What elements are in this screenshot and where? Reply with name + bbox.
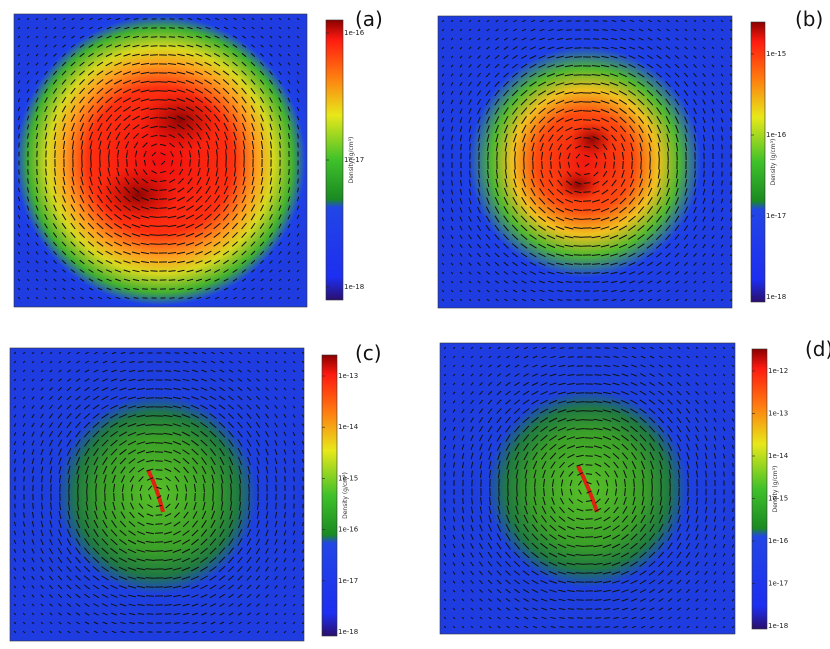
colorbar-tick-label: 1e-14: [768, 452, 789, 460]
panel-label: (b): [795, 7, 823, 31]
map-frame: [9, 347, 305, 642]
colorbar-tick-label: 1e-17: [766, 212, 786, 220]
colorbar-label: Density (g/cm³): [348, 137, 355, 184]
colorbar-tick-label: 1e-18: [344, 283, 364, 291]
panel-label: (a): [355, 7, 383, 31]
colorbar-tick-label: 1e-13: [768, 410, 788, 418]
density-filament: [146, 469, 165, 513]
colorbar-tick-label: 1e-17: [768, 580, 788, 588]
panel-label: (c): [355, 341, 382, 365]
velocity-arrows: [441, 19, 733, 302]
velocity-arrows: [13, 351, 305, 634]
velocity-arrows: [443, 346, 735, 629]
colorbar-tick-label: 1e-16: [338, 526, 359, 534]
colorbar: [321, 354, 338, 637]
density-map: [14, 14, 307, 307]
panel-label: (d): [805, 337, 830, 361]
colorbar-tick-label: 1e-12: [768, 367, 788, 375]
velocity-field: [9, 13, 736, 642]
map-frame: [439, 342, 736, 635]
colorbar-tick-label: 1e-15: [768, 495, 788, 503]
colorbar-tick-label: 1e-16: [766, 131, 787, 139]
density-filament: [576, 465, 599, 513]
colorbar-tick-label: 1e-17: [338, 577, 358, 585]
colorbar-tick-label: 1e-14: [338, 423, 359, 431]
colorbar-tick-label: 1e-16: [344, 29, 365, 37]
density-peak: [140, 90, 220, 150]
colorbar-tick-label: 1e-16: [768, 537, 789, 545]
density-peak: [556, 169, 600, 201]
colorbar: [751, 348, 768, 630]
colorbar-tick-label: 1e-17: [344, 156, 364, 164]
colorbar-label: Density (g/cm³): [342, 472, 349, 519]
colorbar-tick-label: 1e-15: [338, 474, 358, 482]
colorbars: 1e-16 1e-17 1e-18 Density (g/cm³) (a) 1e-15 1e…: [321, 7, 830, 637]
colorbar-label: Density (g/cm³): [770, 139, 777, 186]
colorbar-tick-label: 1e-15: [766, 50, 786, 58]
map-frame: [13, 13, 308, 308]
density-map: [438, 16, 732, 308]
colorbar-tick-label: 1e-13: [338, 372, 358, 380]
map-frame: [437, 15, 733, 309]
colorbar-label: Density (g/cm³): [772, 466, 779, 513]
colorbar-tick-label: 1e-18: [338, 628, 358, 636]
colorbar-tick-label: 1e-18: [768, 622, 788, 630]
density-peak: [570, 122, 614, 158]
colorbar-tick-label: 1e-18: [766, 293, 786, 301]
velocity-arrows: [17, 17, 300, 300]
colorbar: [750, 21, 766, 303]
